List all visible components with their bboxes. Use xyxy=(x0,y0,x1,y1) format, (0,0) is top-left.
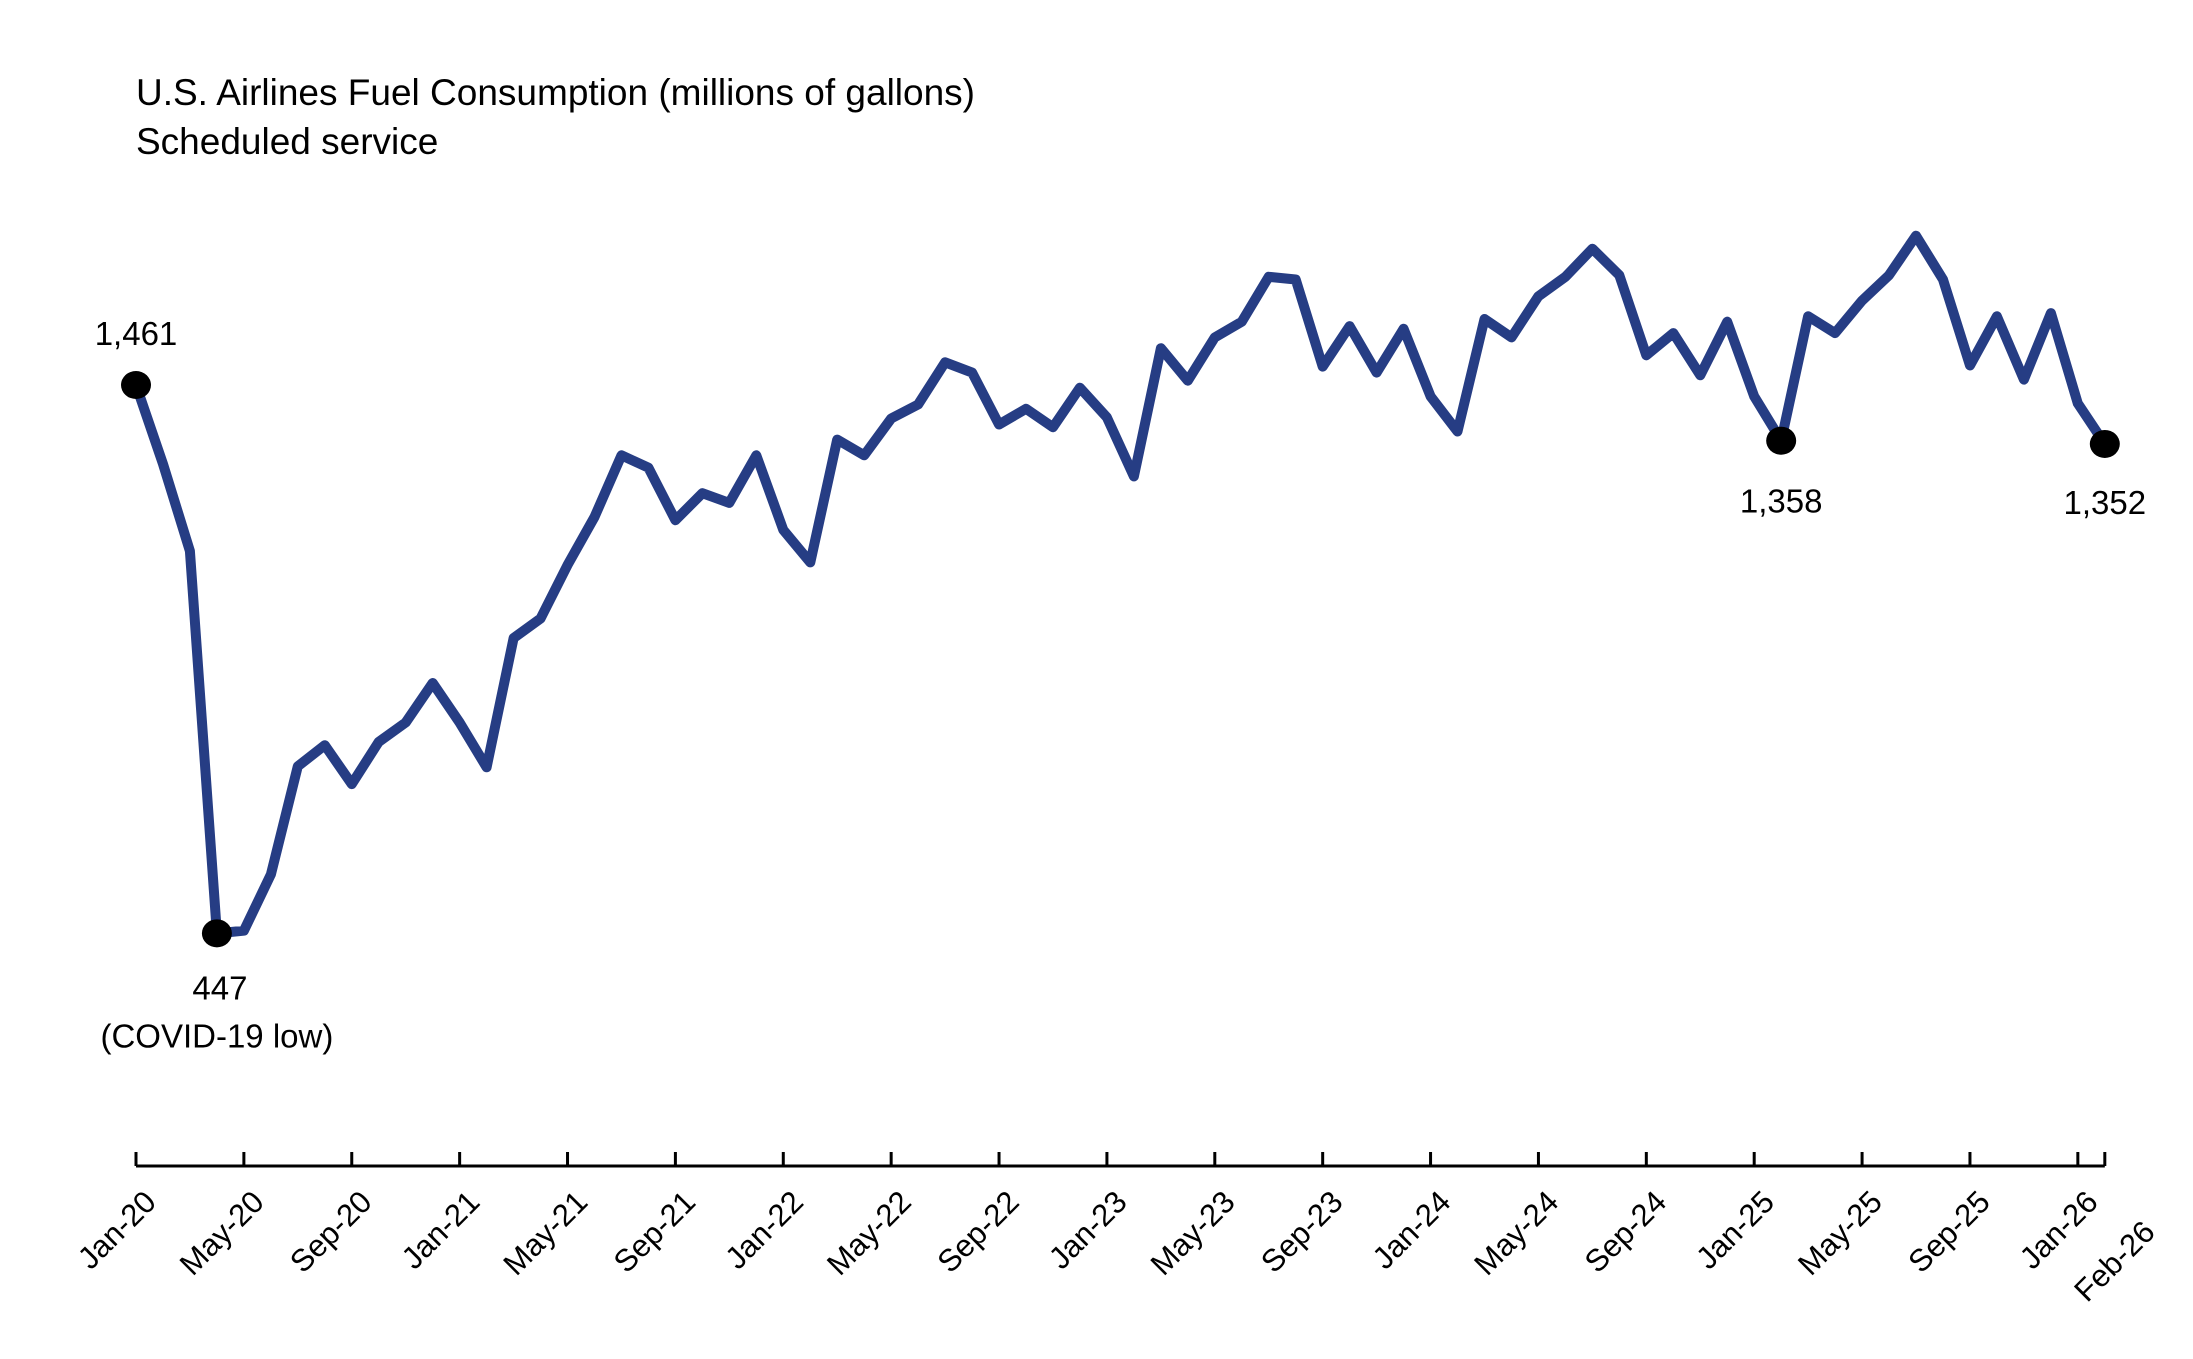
data-point-marker xyxy=(201,919,232,948)
data-point-marker xyxy=(1766,426,1797,455)
series-line xyxy=(131,230,2110,939)
chart-title: U.S. Airlines Fuel Consumption (millions… xyxy=(136,72,975,113)
x-tick-label: Sep-24 xyxy=(1578,1184,1673,1279)
chart-subtitle: Scheduled service xyxy=(136,121,438,162)
x-tick-label: Sep-25 xyxy=(1901,1184,1996,1279)
x-tick-label: May-22 xyxy=(820,1184,918,1282)
x-tick-label: Jan-22 xyxy=(718,1184,810,1276)
x-tick-label: Jan-23 xyxy=(1042,1184,1134,1276)
x-tick-label: May-21 xyxy=(496,1184,594,1282)
data-label: 447 xyxy=(192,969,247,1006)
annotation-note: (COVID-19 low) xyxy=(100,1017,333,1054)
x-tick-label: May-23 xyxy=(1144,1184,1242,1282)
x-tick-label: Jan-21 xyxy=(395,1184,487,1276)
x-tick-label: May-20 xyxy=(173,1184,271,1282)
data-point-marker xyxy=(121,371,151,399)
x-axis: Jan-20 May-20 Sep-20 Jan-21 May-21 Sep-21 Jan-… xyxy=(71,1152,2162,1308)
x-tick-label: Sep-21 xyxy=(607,1184,702,1279)
x-tick-label: Sep-22 xyxy=(930,1184,1025,1279)
x-tick-label: Jan-24 xyxy=(1366,1184,1458,1276)
data-point-marker xyxy=(2089,429,2120,458)
x-tick-label: May-25 xyxy=(1791,1184,1889,1282)
x-tick-label: May-24 xyxy=(1467,1184,1565,1282)
data-label: 1,461 xyxy=(95,315,178,352)
annotations: 1,461 447 (COVID-19 low) 1,358 1,352 xyxy=(95,315,2146,1054)
x-tick-label: Jan-20 xyxy=(71,1184,163,1276)
data-label: 1,358 xyxy=(1740,483,1823,520)
x-tick-label: Jan-25 xyxy=(1689,1184,1781,1276)
data-label: 1,352 xyxy=(2064,484,2147,521)
x-tick-label: Sep-20 xyxy=(283,1184,378,1279)
x-tick-label: Sep-23 xyxy=(1254,1184,1349,1279)
